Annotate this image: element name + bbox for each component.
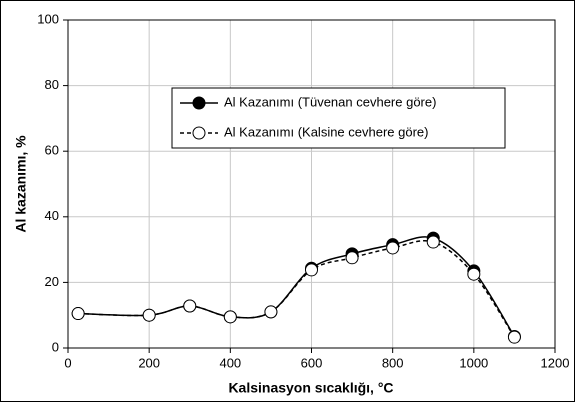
- point: [507, 330, 521, 344]
- x-tick-label: 1200: [541, 355, 570, 370]
- y-tick-label: 20: [45, 274, 59, 289]
- point: [305, 263, 318, 277]
- point: [71, 307, 85, 321]
- point: [142, 308, 156, 322]
- point: [183, 299, 197, 313]
- legend-label: Al Kazanımı (Tüvenan cevhere göre): [224, 94, 436, 109]
- y-tick-label: 100: [37, 11, 59, 26]
- y-tick-label: 40: [45, 208, 59, 223]
- legend-marker: [192, 126, 206, 140]
- point: [467, 267, 481, 281]
- x-tick-label: 1000: [459, 355, 488, 370]
- point: [386, 241, 400, 255]
- point: [264, 305, 278, 319]
- y-tick-label: 60: [45, 143, 59, 158]
- point: [426, 235, 440, 249]
- legend-label: Al Kazanımı (Kalsine cevhere göre): [224, 124, 428, 139]
- y-axis-label: Al kazanımı, %: [13, 135, 29, 233]
- y-tick-label: 0: [52, 339, 59, 354]
- x-tick-label: 0: [64, 355, 71, 370]
- plot-area: [67, 19, 556, 349]
- legend-box: [171, 87, 506, 149]
- x-tick-label: 400: [219, 355, 241, 370]
- x-tick-label: 200: [138, 355, 160, 370]
- point: [345, 251, 359, 265]
- x-tick-label: 600: [301, 355, 323, 370]
- legend-marker: [192, 96, 206, 110]
- x-axis-label: Kalsinasyon sıcaklığı, °C: [228, 380, 393, 396]
- x-tick-label: 800: [382, 355, 404, 370]
- y-tick-label: 80: [45, 77, 59, 92]
- point: [223, 310, 237, 324]
